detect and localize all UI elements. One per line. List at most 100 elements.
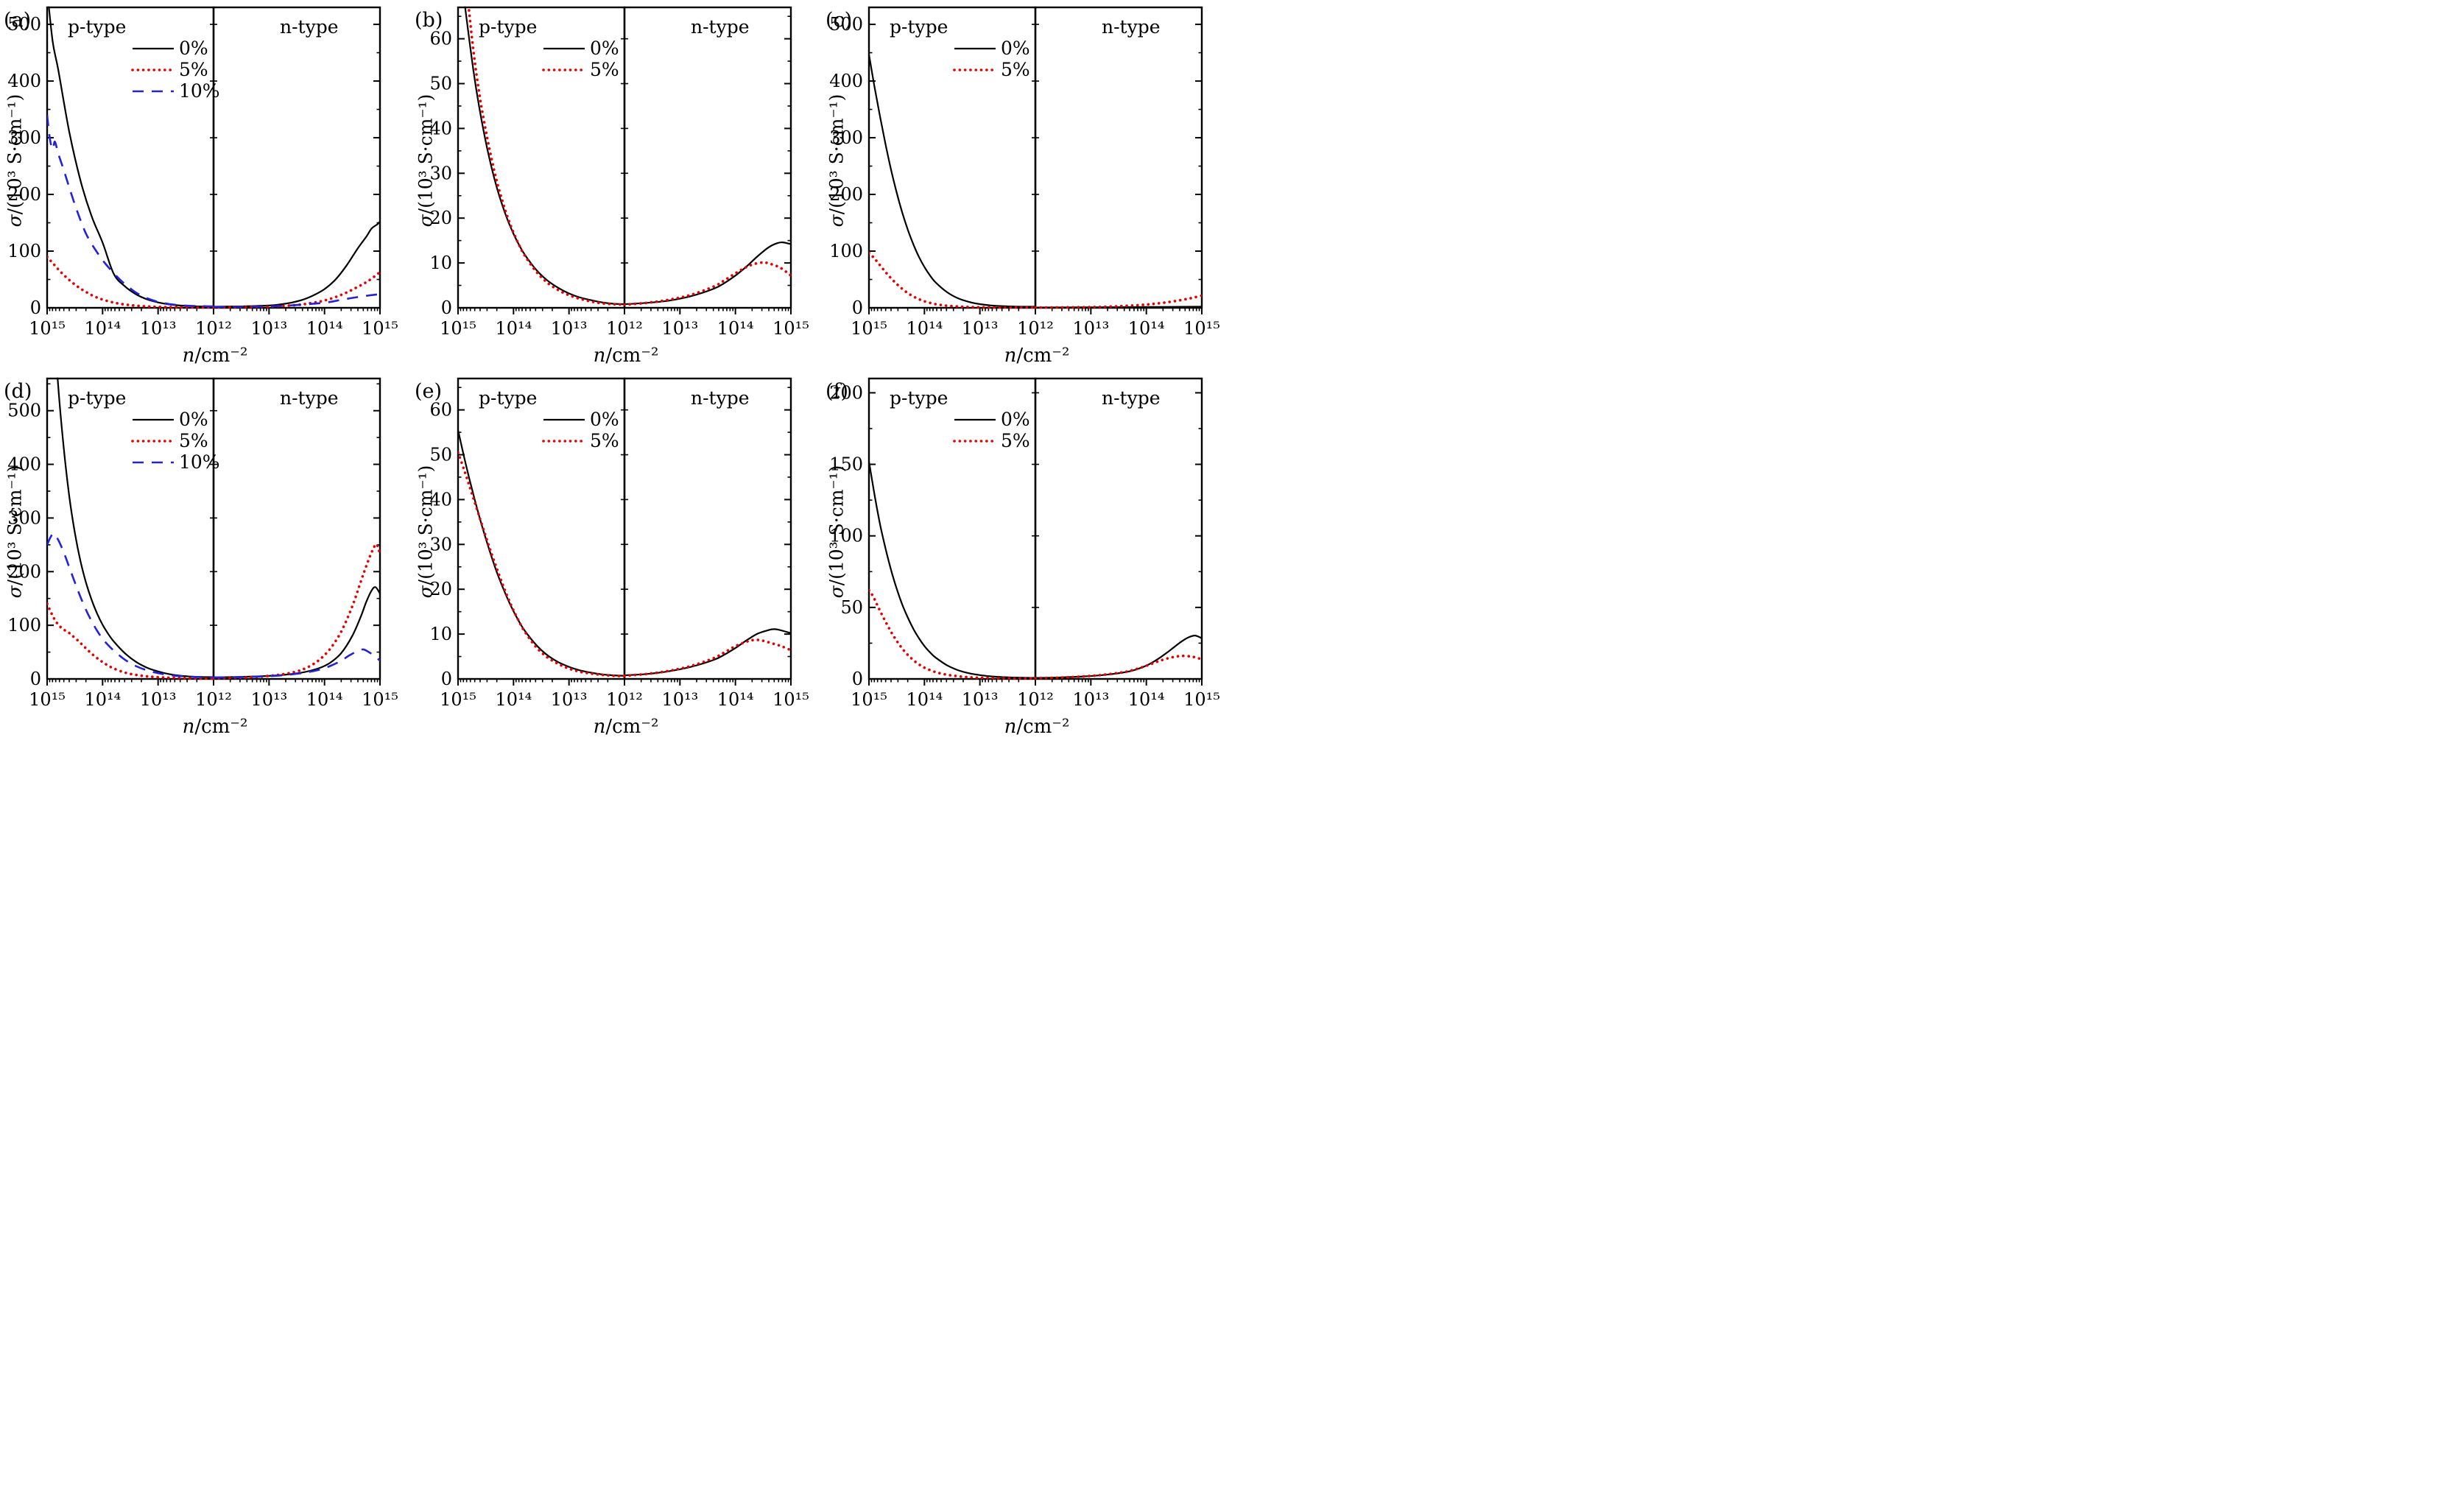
panel-f: (f) σ/(10³ S·cm⁻¹) 10¹⁵ 10¹⁴ 10¹³ 10¹² 10¹³ 1… [822,371,1233,742]
y-tick-label: 50 [429,445,452,465]
curve-p-0% [869,461,1036,679]
y-tick-label: 20 [429,208,452,228]
legend-label-5%: 5% [590,430,619,451]
x-tick-label: 10¹³ [551,689,588,710]
legend-label-5%: 5% [590,59,619,80]
y-tick-label: 40 [429,118,452,138]
x-axis-label: n/cm⁻² [1004,716,1070,738]
curve-n-5% [1034,294,1202,309]
x-tick-label: 10¹³ [962,318,999,339]
p-type-label: p-type [479,387,538,409]
n-type-frame [212,6,381,309]
x-tick-label: 10¹⁴ [1128,318,1165,339]
x-tick-label: 10¹⁴ [306,689,343,710]
panel-letter-b: (b) [415,9,443,32]
x-tick-label: 10¹³ [140,689,177,710]
x-tick-label: 10¹² [195,689,232,710]
p-type-label: p-type [890,387,948,409]
x-tick-label: 10¹⁴ [906,689,943,710]
legend-label-0%: 0% [590,409,619,430]
x-axis-label: n/cm⁻² [183,716,248,738]
x-tick-label: 10¹⁴ [717,689,754,710]
x-tick-label: 10¹³ [1072,689,1109,710]
y-tick-label: 50 [840,597,863,618]
legend-label-5%: 5% [1001,430,1030,451]
panel-letter-f: (f) [826,380,849,403]
y-tick-label: 10 [429,624,452,644]
x-tick-label: 10¹³ [962,689,999,710]
y-tick-label: 500 [7,14,41,35]
plot-area-a: 10¹⁵ 10¹⁴ 10¹³ 10¹² 10¹³ 10¹⁴ 10¹⁵010020030040… [7,6,398,339]
x-tick-label: 10¹³ [551,318,588,339]
x-tick-label: 10¹⁴ [495,689,532,710]
plot-area-c: 10¹⁵ 10¹⁴ 10¹³ 10¹² 10¹³ 10¹⁴ 10¹⁵010020030040… [829,6,1220,339]
legend-label-10%: 10% [179,80,220,102]
n-type-label: n-type [280,387,339,409]
plot-area-f: 10¹⁵ 10¹⁴ 10¹³ 10¹² 10¹³ 10¹⁴ 10¹⁵050100150200… [829,377,1220,710]
curve-p-0% [464,6,625,306]
p-type-label: p-type [890,16,948,38]
y-tick-label: 400 [7,71,41,91]
x-tick-label: 10¹³ [661,318,698,339]
y-tick-label: 400 [7,454,41,475]
y-tick-label: 50 [429,74,452,94]
legend-label-0%: 0% [590,38,619,59]
n-type-frame [1034,377,1203,680]
y-tick-label: 10 [429,253,452,273]
y-tick-label: 100 [7,615,41,635]
curve-p-0% [48,6,214,308]
x-tick-label: 10¹⁵ [29,689,66,710]
y-tick-label: 100 [829,526,863,546]
x-axis-label: n/cm⁻² [1004,345,1070,367]
x-axis-symbol: n [1004,345,1017,367]
curve-p-5% [458,451,626,678]
panel-letter-c: (c) [826,9,853,32]
n-type-label: n-type [1102,387,1161,409]
x-axis-symbol: n [182,345,195,367]
x-axis-units: /cm⁻² [605,345,659,367]
curve-p-5% [869,251,1037,309]
x-tick-label: 10¹⁵ [851,318,887,339]
n-type-label: n-type [691,16,750,38]
x-tick-label: 10¹² [1017,689,1054,710]
panel-letter-a: (a) [4,9,32,32]
legend-label-5%: 5% [179,59,208,80]
panel-e: (e) σ/(10³ S·cm⁻¹) 10¹⁵ 10¹⁴ 10¹³ 10¹² 10¹³ 1… [411,371,822,742]
x-axis-units: /cm⁻² [194,716,248,738]
y-tick-label: 60 [429,29,452,49]
x-axis-symbol: n [1004,716,1017,738]
x-axis-label: n/cm⁻² [594,716,659,738]
y-tick-label: 40 [429,489,452,510]
p-type-label: p-type [479,16,538,38]
y-tick-label: 500 [829,14,863,35]
panel-letter-e: (e) [415,380,443,403]
n-type-frame [623,377,792,680]
y-tick-label: 100 [7,241,41,261]
x-axis-units: /cm⁻² [605,716,659,738]
panel-d: (d) σ/(10³ S·cm⁻¹) 10¹⁵ 10¹⁴ 10¹³ 10¹² 10¹³ 1… [0,371,411,742]
n-type-frame [212,377,381,680]
legend-label-0%: 0% [1001,409,1030,430]
curve-p-0% [458,429,625,677]
y-tick-label: 0 [441,297,452,318]
curve-n-0% [624,241,791,306]
y-tick-label: 60 [429,400,452,420]
curve-p-5% [47,602,215,680]
x-tick-label: 10¹³ [1072,318,1109,339]
curve-n-5% [1034,654,1202,680]
panel-a: (a) σ/(10³ S·cm⁻¹) 10¹⁵ 10¹⁴ 10¹³ 10¹² 10¹³ 1… [0,0,411,371]
y-tick-label: 300 [7,507,41,528]
y-tick-label: 100 [829,241,863,261]
x-tick-label: 10¹⁵ [362,318,398,339]
x-tick-label: 10¹⁴ [495,318,532,339]
x-axis-units: /cm⁻² [1016,716,1070,738]
curve-n-5% [212,543,380,680]
panel-c: (c) σ/(10³ S·cm⁻¹) 10¹⁵ 10¹⁴ 10¹³ 10¹² 10¹³ 1… [822,0,1233,371]
x-axis-label: n/cm⁻² [183,345,248,367]
n-type-frame [623,6,792,309]
legend-label-5%: 5% [179,430,208,451]
y-tick-label: 300 [7,127,41,148]
n-type-label: n-type [691,387,750,409]
curve-n-10% [213,648,380,679]
x-tick-label: 10¹³ [250,689,287,710]
